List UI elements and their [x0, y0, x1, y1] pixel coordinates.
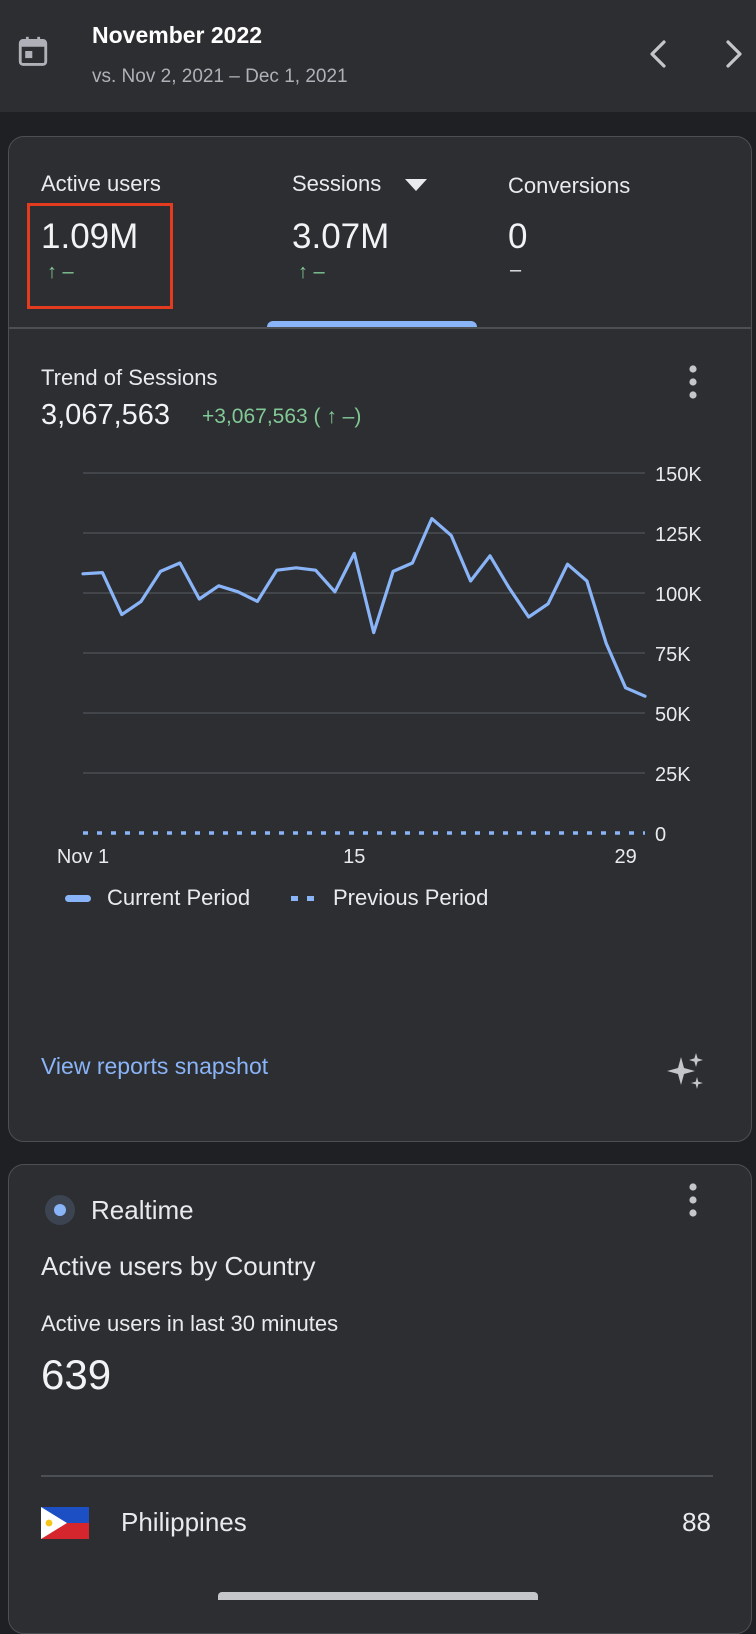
calendar-icon[interactable] [16, 34, 50, 68]
more-options-icon[interactable] [683, 363, 703, 403]
sessions-line-chart: 0 25K 50K 75K 100K 125K 150K Nov 1 15 29 [57, 464, 702, 868]
sparkle-icon[interactable] [665, 1051, 705, 1091]
trend-total: 3,067,563 [41, 399, 171, 431]
date-range-title[interactable]: November 2022 [92, 22, 263, 48]
metric-value: 3.07M [292, 217, 390, 256]
y-tick-label: 100K [655, 584, 702, 606]
x-tick-label: 15 [343, 846, 365, 868]
y-tick-label: 25K [655, 764, 691, 786]
more-options-icon[interactable] [683, 1181, 703, 1221]
country-value: 88 [682, 1507, 711, 1537]
realtime-label: Realtime [91, 1195, 194, 1225]
realtime-card: Realtime Active users by Country Active … [8, 1164, 752, 1634]
y-tick-label: 125K [655, 524, 702, 546]
y-tick-label: 50K [655, 704, 691, 726]
selected-tab-indicator [267, 321, 477, 327]
metric-value: 0 [508, 217, 528, 256]
y-tick-label: 150K [655, 464, 702, 486]
legend-swatch-previous [307, 896, 314, 901]
divider [41, 1475, 713, 1477]
highlight-box [27, 203, 173, 309]
home-indicator [218, 1592, 538, 1600]
y-tick-label: 75K [655, 644, 691, 666]
legend-swatch-current [65, 895, 91, 902]
overview-card: Active users 1.09M ↑ – Sessions 3.07M ↑ … [8, 136, 752, 1142]
realtime-count: 639 [41, 1351, 112, 1398]
metric-label: Active users [41, 171, 161, 196]
date-range-header: November 2022 vs. Nov 2, 2021 – Dec 1, 2… [0, 0, 756, 112]
chevron-left-icon[interactable] [640, 32, 680, 76]
country-name: Philippines [121, 1507, 247, 1537]
metric-delta: ↑ – [298, 261, 325, 283]
current-period-line [81, 516, 647, 698]
legend-current: Current Period [107, 885, 251, 910]
philippines-flag-icon [41, 1507, 89, 1539]
realtime-dot [54, 1204, 66, 1216]
metric-delta: – [510, 259, 522, 281]
y-tick-label: 0 [655, 824, 666, 846]
comparison-range: vs. Nov 2, 2021 – Dec 1, 2021 [92, 66, 348, 87]
legend-swatch-previous [291, 896, 298, 901]
metric-label: Sessions [292, 171, 382, 196]
metric-label: Conversions [508, 173, 631, 198]
metric-delta: ↑ – [47, 261, 74, 283]
x-tick-label: Nov 1 [57, 846, 109, 868]
view-reports-snapshot-link[interactable]: View reports snapshot [41, 1053, 269, 1079]
x-tick-label: 29 [614, 846, 636, 868]
realtime-heading: Active users by Country [41, 1251, 316, 1281]
divider [9, 327, 751, 329]
realtime-subheading: Active users in last 30 minutes [41, 1311, 339, 1336]
metric-value: 1.09M [41, 217, 139, 256]
dropdown-arrow-icon[interactable] [405, 179, 427, 191]
chevron-right-icon[interactable] [724, 32, 756, 76]
legend-previous: Previous Period [333, 885, 489, 910]
trend-change: +3,067,563 ( ↑ –) [202, 405, 362, 428]
trend-title: Trend of Sessions [41, 365, 218, 390]
